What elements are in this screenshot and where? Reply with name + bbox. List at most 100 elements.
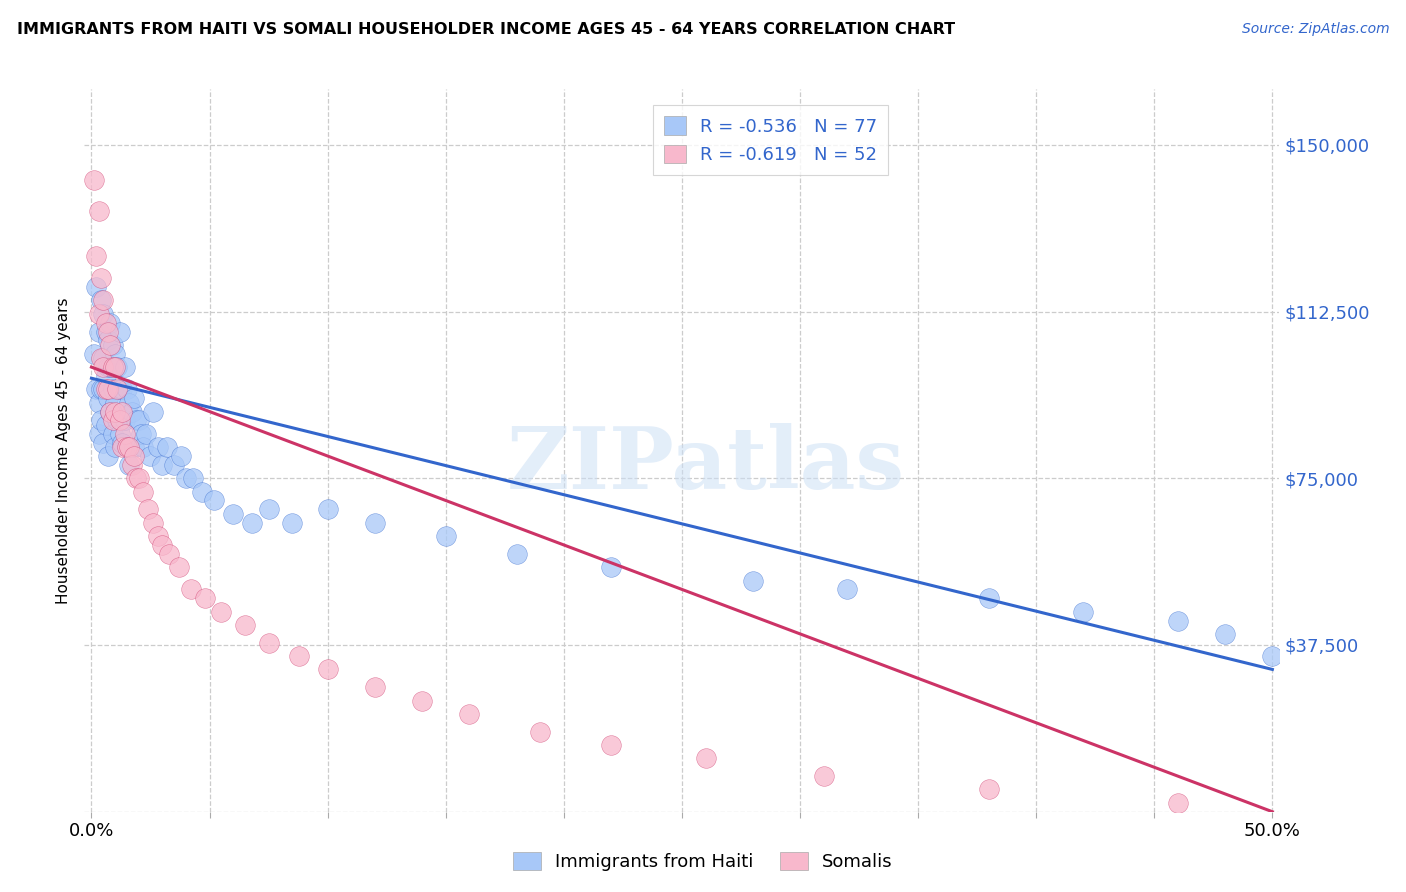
Point — [167, 560, 190, 574]
Point — [1261, 649, 1284, 664]
Point — [91, 435, 114, 450]
Point — [114, 360, 136, 375]
Point — [122, 391, 145, 405]
Point — [98, 338, 121, 352]
Point — [1073, 605, 1095, 619]
Point — [101, 426, 124, 441]
Point — [101, 360, 124, 375]
Point — [83, 347, 105, 361]
Point — [142, 516, 165, 530]
Point — [115, 382, 138, 396]
Point — [458, 706, 481, 721]
Point — [180, 582, 202, 597]
Point — [157, 547, 180, 561]
Point — [125, 413, 148, 427]
Point — [87, 204, 110, 219]
Point — [84, 280, 107, 294]
Point — [118, 395, 141, 409]
Point — [97, 391, 120, 405]
Point — [111, 404, 134, 418]
Point — [316, 502, 339, 516]
Point — [97, 325, 120, 339]
Point — [529, 724, 551, 739]
Point — [97, 449, 120, 463]
Point — [98, 316, 121, 330]
Point — [98, 404, 121, 418]
Point — [257, 636, 280, 650]
Point — [87, 307, 110, 321]
Point — [146, 529, 169, 543]
Point — [108, 426, 131, 441]
Point — [90, 271, 112, 285]
Point — [87, 426, 110, 441]
Point — [91, 360, 114, 375]
Point — [194, 591, 217, 606]
Point — [128, 471, 150, 485]
Point — [837, 582, 859, 597]
Point — [111, 435, 134, 450]
Point — [90, 293, 112, 308]
Point — [94, 382, 117, 396]
Point — [84, 382, 107, 396]
Point — [174, 471, 197, 485]
Legend: R = -0.536   N = 77, R = -0.619   N = 52: R = -0.536 N = 77, R = -0.619 N = 52 — [654, 105, 889, 175]
Point — [107, 382, 129, 396]
Point — [257, 502, 280, 516]
Point — [91, 382, 114, 396]
Point — [114, 413, 136, 427]
Point — [97, 382, 120, 396]
Text: ZIPatlas: ZIPatlas — [506, 423, 905, 507]
Point — [434, 529, 457, 543]
Point — [90, 382, 112, 396]
Point — [94, 417, 117, 432]
Point — [104, 395, 127, 409]
Point — [146, 440, 169, 454]
Point — [118, 440, 141, 454]
Point — [101, 413, 124, 427]
Point — [107, 413, 129, 427]
Point — [288, 649, 311, 664]
Point — [1167, 614, 1189, 628]
Point — [83, 173, 105, 187]
Point — [122, 440, 145, 454]
Point — [741, 574, 763, 588]
Point — [150, 538, 173, 552]
Point — [132, 440, 155, 454]
Point — [87, 325, 110, 339]
Point — [115, 440, 138, 454]
Point — [139, 449, 162, 463]
Point — [111, 440, 134, 454]
Point — [98, 404, 121, 418]
Point — [84, 249, 107, 263]
Point — [240, 516, 263, 530]
Point — [94, 369, 117, 384]
Point — [87, 395, 110, 409]
Point — [150, 458, 173, 472]
Point — [118, 458, 141, 472]
Point — [600, 560, 623, 574]
Legend: Immigrants from Haiti, Somalis: Immigrants from Haiti, Somalis — [506, 845, 900, 879]
Text: Source: ZipAtlas.com: Source: ZipAtlas.com — [1241, 22, 1389, 37]
Point — [411, 693, 433, 707]
Point — [111, 382, 134, 396]
Point — [181, 471, 204, 485]
Point — [695, 751, 717, 765]
Point — [98, 360, 121, 375]
Point — [156, 440, 179, 454]
Point — [94, 325, 117, 339]
Point — [222, 507, 245, 521]
Point — [600, 738, 623, 752]
Point — [191, 484, 214, 499]
Point — [316, 662, 339, 676]
Point — [122, 449, 145, 463]
Point — [91, 293, 114, 308]
Point — [142, 404, 165, 418]
Point — [94, 316, 117, 330]
Point — [202, 493, 225, 508]
Point — [104, 360, 127, 375]
Point — [104, 347, 127, 361]
Point — [91, 307, 114, 321]
Point — [90, 413, 112, 427]
Point — [364, 680, 387, 694]
Point — [104, 440, 127, 454]
